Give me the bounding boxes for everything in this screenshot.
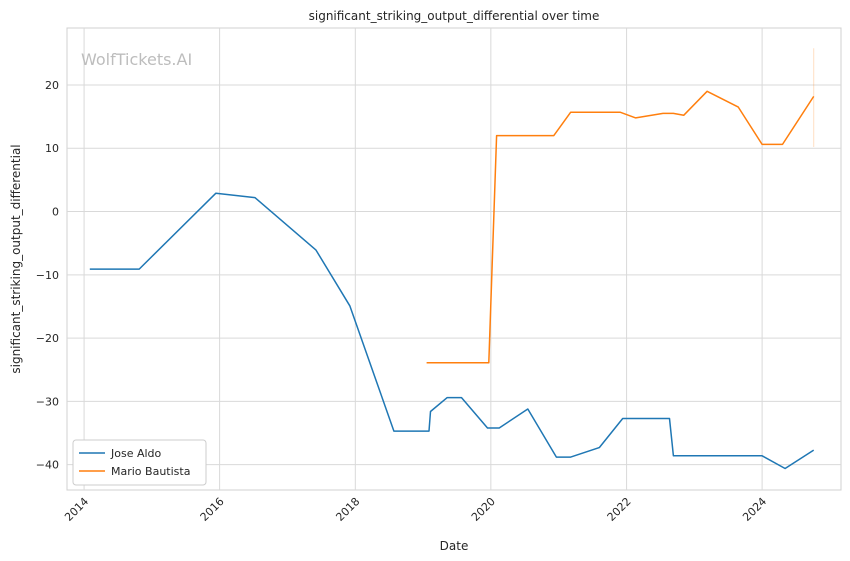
y-tick-label: −20 <box>36 332 59 345</box>
y-tick-label: −30 <box>36 395 59 408</box>
y-tick-label: 20 <box>45 79 59 92</box>
series-lines <box>89 90 815 470</box>
x-axis-label: Date <box>440 539 469 553</box>
x-tick-label: 2016 <box>198 495 227 524</box>
watermark-text: WolfTickets.AI <box>81 50 192 69</box>
y-axis-label: significant_striking_output_differential <box>9 144 23 373</box>
x-tick-labels: 2014 2016 2018 2020 2022 2024 <box>62 495 769 524</box>
x-tick-label: 2024 <box>740 495 769 524</box>
y-tick-label: −10 <box>36 269 59 282</box>
legend-label-jose-aldo: Jose Aldo <box>110 447 162 460</box>
legend-label-mario-bautista: Mario Bautista <box>111 465 190 478</box>
y-tick-label: −40 <box>36 459 59 472</box>
x-tick-label: 2018 <box>333 495 362 524</box>
chart-title: significant_striking_output_differential… <box>309 9 600 23</box>
x-tick-label: 2022 <box>605 495 634 524</box>
y-tick-labels: 20 10 0 −10 −20 −30 −40 <box>36 79 59 472</box>
legend-box <box>72 439 207 486</box>
x-tick-label: 2014 <box>62 495 91 524</box>
x-tick-label: 2020 <box>469 495 498 524</box>
y-tick-label: 0 <box>52 206 59 219</box>
series-line-mario-bautista <box>426 90 815 364</box>
grid <box>67 28 841 490</box>
series-line-jose-aldo <box>89 192 815 470</box>
y-tick-label: 10 <box>45 142 59 155</box>
plot-area <box>66 27 842 491</box>
legend: Jose Aldo Mario Bautista <box>72 439 207 486</box>
